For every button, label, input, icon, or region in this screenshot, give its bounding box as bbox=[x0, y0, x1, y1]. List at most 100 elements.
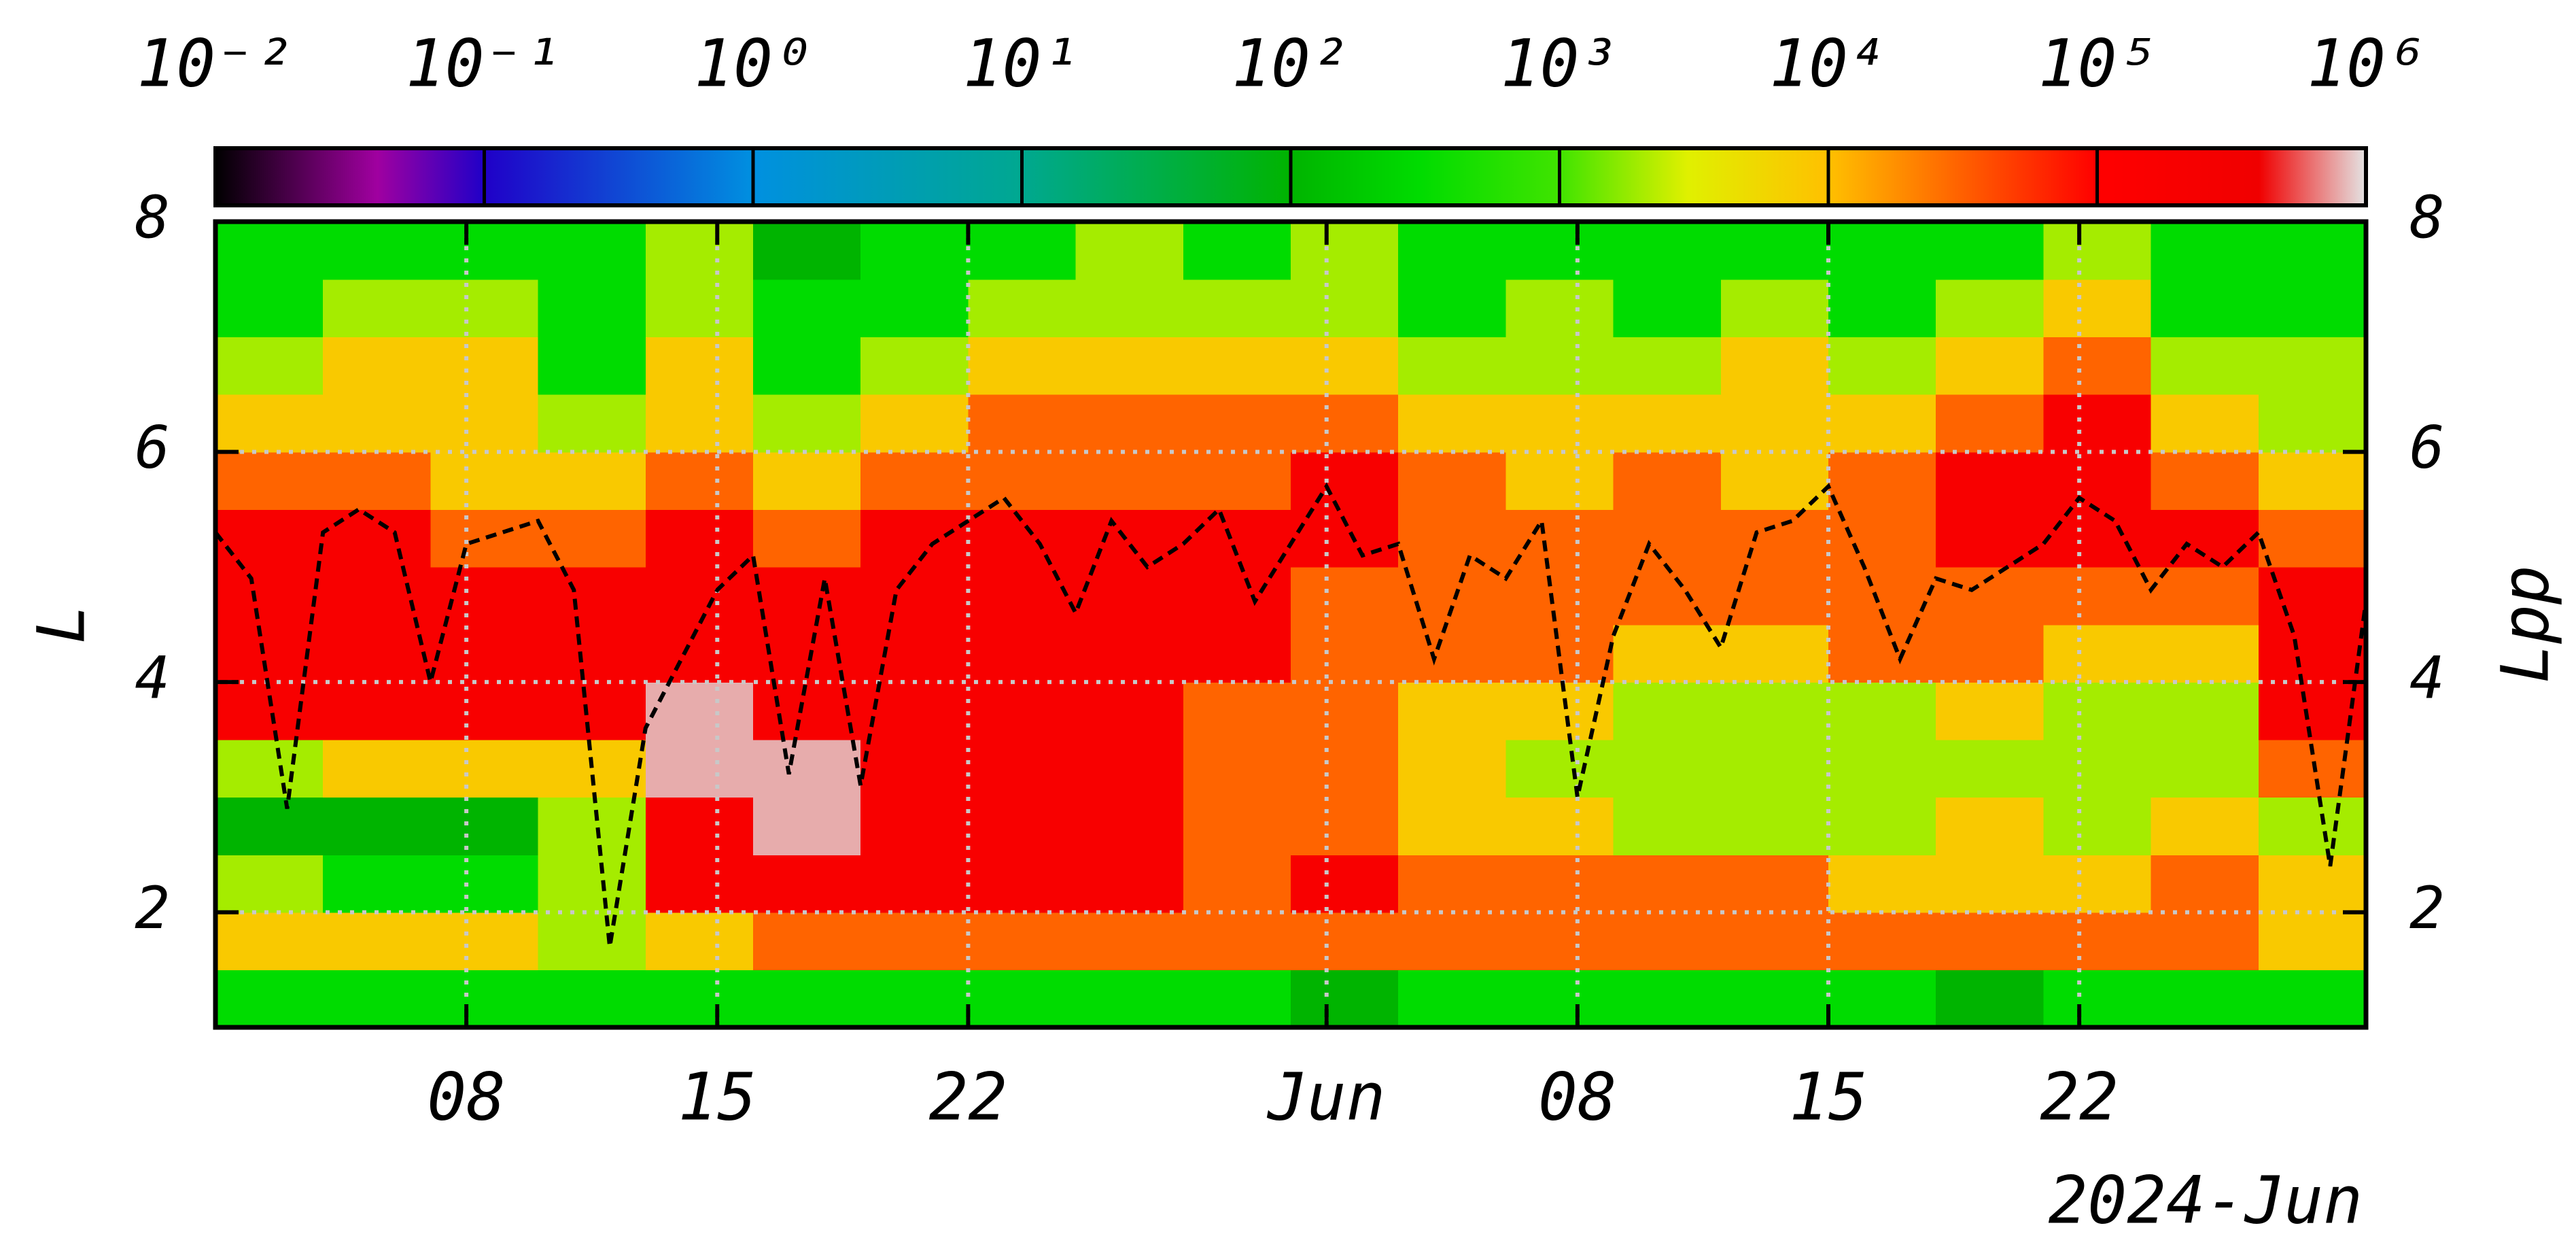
heatmap-cell bbox=[1720, 912, 1829, 971]
heatmap-cell bbox=[1075, 739, 1184, 798]
heatmap-cell bbox=[645, 394, 754, 453]
heatmap-cell bbox=[323, 855, 432, 913]
heatmap-cell bbox=[968, 394, 1077, 453]
heatmap-cell bbox=[1613, 682, 1722, 740]
heatmap-cell bbox=[323, 566, 432, 626]
heatmap-cell bbox=[1720, 509, 1829, 568]
heatmap-cell bbox=[2151, 222, 2259, 280]
x-axis-label: 2024-Jun bbox=[2049, 1162, 2363, 1238]
heatmap-cell bbox=[968, 337, 1077, 395]
heatmap-cell bbox=[430, 337, 539, 395]
heatmap-cell bbox=[1505, 566, 1614, 626]
heatmap-cell bbox=[2258, 624, 2367, 683]
heatmap-cell bbox=[1398, 912, 1507, 971]
heatmap-cell bbox=[1398, 624, 1507, 683]
heatmap-cell bbox=[1075, 797, 1184, 855]
heatmap-cell bbox=[1720, 279, 1829, 338]
lpp-line bbox=[213, 482, 2368, 947]
heatmap-cell bbox=[1613, 337, 1722, 395]
heatmap-cell bbox=[1720, 970, 1829, 1028]
heatmap-cell bbox=[2043, 337, 2152, 395]
heatmap-cell bbox=[430, 624, 539, 683]
heatmap-cell bbox=[323, 509, 432, 568]
heatmap-cell bbox=[1075, 509, 1184, 568]
heatmap-cell bbox=[860, 222, 969, 280]
heatmap-cell bbox=[215, 566, 324, 626]
heatmap-cell bbox=[215, 451, 324, 511]
heatmap-cell bbox=[860, 855, 969, 913]
heatmap-cell bbox=[645, 912, 754, 971]
heatmap-cell bbox=[1505, 337, 1614, 395]
heatmap-cell bbox=[753, 855, 861, 913]
heatmap-cell bbox=[860, 624, 969, 683]
x-tick-label: Jun bbox=[1266, 1059, 1385, 1135]
heatmap-cell bbox=[1828, 394, 1936, 453]
heatmap-cell bbox=[1075, 912, 1184, 971]
heatmap-cell bbox=[2258, 566, 2367, 626]
heatmap-cell bbox=[1613, 222, 1722, 280]
plot-frame bbox=[213, 219, 2369, 1030]
heatmap-cell bbox=[1936, 624, 2044, 683]
heatmap-cell bbox=[2258, 797, 2367, 855]
heatmap-cell bbox=[1075, 682, 1184, 740]
y-tick-label: 4 bbox=[135, 645, 170, 713]
heatmap-cell bbox=[323, 682, 432, 740]
heatmap-cell bbox=[968, 739, 1077, 798]
heatmap-cell bbox=[1075, 394, 1184, 453]
y2-tick-label: 4 bbox=[2409, 645, 2445, 713]
heatmap-cell bbox=[430, 855, 539, 913]
heatmap-cell bbox=[1183, 797, 1291, 855]
heatmap-cell bbox=[430, 797, 539, 855]
heatmap-cell bbox=[1075, 566, 1184, 626]
heatmap-cell bbox=[1936, 394, 2044, 453]
heatmap-cell bbox=[2151, 451, 2259, 511]
y2-tick-label: 6 bbox=[2409, 414, 2445, 482]
heatmap-cell bbox=[430, 566, 539, 626]
heatmap-cell bbox=[1075, 970, 1184, 1028]
heatmap-cell bbox=[1613, 279, 1722, 338]
heatmap-cell bbox=[1936, 337, 2044, 395]
heatmap-cell bbox=[860, 970, 969, 1028]
heatmap-cell bbox=[1291, 394, 1399, 453]
heatmap-cell bbox=[753, 279, 861, 338]
heatmap-cell bbox=[538, 279, 646, 338]
heatmap-cell bbox=[538, 855, 646, 913]
heatmap-cell bbox=[323, 451, 432, 511]
heatmap-cell bbox=[1398, 970, 1507, 1028]
x-tick-label: 22 bbox=[2040, 1059, 2119, 1135]
heatmap-cell bbox=[2151, 279, 2259, 338]
heatmap-cell bbox=[1613, 855, 1722, 913]
heatmap-cell bbox=[645, 509, 754, 568]
heatmap-cell bbox=[215, 855, 324, 913]
heatmap-cell bbox=[323, 279, 432, 338]
heatmap-cell bbox=[2151, 912, 2259, 971]
heatmap-cell bbox=[753, 337, 861, 395]
heatmap-cell bbox=[645, 624, 754, 683]
heatmap-cell bbox=[215, 509, 324, 568]
heatmap-cell bbox=[860, 566, 969, 626]
heatmap-cell bbox=[2258, 222, 2367, 280]
heatmap-cell bbox=[1720, 337, 1829, 395]
heatmap-cell bbox=[1291, 970, 1399, 1028]
heatmap-cell bbox=[538, 566, 646, 626]
heatmap-cell bbox=[1828, 912, 1936, 971]
heatmap-cell bbox=[1183, 222, 1291, 280]
heatmap-cell bbox=[753, 394, 861, 453]
heatmap-cell bbox=[1505, 279, 1614, 338]
heatmap-cell bbox=[430, 509, 539, 568]
heatmap-cell bbox=[860, 912, 969, 971]
heatmap-cell bbox=[1398, 394, 1507, 453]
heatmap-cell bbox=[1936, 682, 2044, 740]
heatmap-cell bbox=[645, 222, 754, 280]
heatmap-cell bbox=[860, 739, 969, 798]
x-tick-label: 15 bbox=[678, 1059, 756, 1135]
heatmap-cell bbox=[968, 912, 1077, 971]
heatmap-cell bbox=[538, 624, 646, 683]
heatmap-cell bbox=[430, 912, 539, 971]
heatmap-cell bbox=[2151, 797, 2259, 855]
heatmap-cell bbox=[1613, 566, 1722, 626]
heatmap-cell bbox=[1505, 222, 1614, 280]
heatmap-cell bbox=[323, 739, 432, 798]
heatmap-cell bbox=[968, 970, 1077, 1028]
heatmap-cell bbox=[1398, 797, 1507, 855]
